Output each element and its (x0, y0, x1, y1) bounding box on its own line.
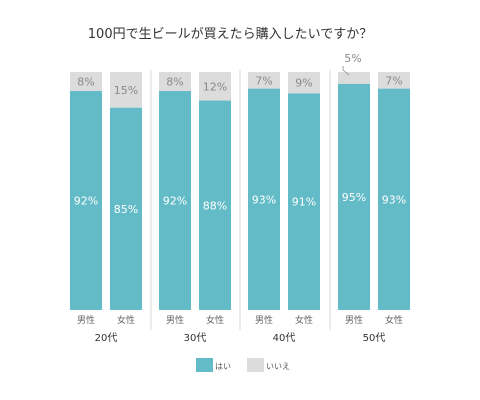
bar-yes-50代-男性 (338, 83, 370, 311)
bar-yes-20代-女性 (110, 107, 142, 310)
label-yes-20代-男性: 92% (74, 195, 98, 208)
bar-no-20代-男性 (70, 72, 102, 92)
gender-label-40代-女性: 女性 (295, 314, 313, 326)
label-yes-50代-女性: 93% (382, 193, 406, 206)
label-yes-30代-男性: 92% (163, 195, 187, 208)
group-label-50代: 50代 (363, 332, 386, 344)
bar-yes-40代-女性 (288, 93, 320, 310)
labels-layer: 92% 8% 男性 85% 15% 女性 20代 92% 8% 男性 88% 12% 女性 30代 93% 7… (74, 52, 406, 344)
bar-yes-40代-男性 (248, 88, 280, 310)
label-no-40代-男性: 7% (255, 74, 272, 87)
leader-line-50代-男性 (342, 66, 350, 76)
label-yes-30代-女性: 88% (203, 199, 227, 212)
bar-yes-30代-男性 (159, 91, 191, 310)
bar-no-30代-女性 (199, 72, 231, 101)
gender-label-20代-女性: 女性 (117, 314, 135, 326)
bar-no-20代-女性 (110, 72, 142, 108)
legend-label-いいえ: いいえ (266, 362, 290, 371)
group-label-30代: 30代 (184, 332, 207, 344)
bar-no-30代-男性 (159, 72, 191, 92)
label-no-50代-男性: 5% (344, 52, 361, 65)
bar-no-40代-女性 (288, 72, 320, 94)
bars-layer (70, 72, 410, 311)
legend-swatch-はい (196, 358, 213, 372)
group-label-20代: 20代 (95, 332, 118, 344)
legend: はい いいえ (196, 358, 290, 372)
gender-label-50代-女性: 女性 (385, 314, 403, 326)
legend-swatch-いいえ (247, 358, 264, 372)
gender-label-50代-男性: 男性 (345, 314, 363, 326)
label-no-40代-女性: 9% (295, 77, 312, 90)
bar-yes-50代-女性 (378, 88, 410, 310)
gender-label-20代-男性: 男性 (77, 314, 95, 326)
bar-no-50代-女性 (378, 72, 410, 89)
gender-label-30代-男性: 男性 (166, 314, 184, 326)
label-yes-40代-女性: 91% (292, 196, 316, 209)
bar-no-50代-男性 (338, 72, 370, 84)
label-yes-20代-女性: 85% (114, 203, 138, 216)
label-no-20代-男性: 8% (77, 76, 94, 89)
gender-label-30代-女性: 女性 (206, 314, 224, 326)
label-no-30代-男性: 8% (166, 76, 183, 89)
legend-label-はい: はい (215, 362, 231, 371)
label-no-20代-女性: 15% (114, 84, 138, 97)
label-no-50代-女性: 7% (385, 74, 402, 87)
bar-no-40代-男性 (248, 72, 280, 89)
label-yes-40代-男性: 93% (252, 193, 276, 206)
gender-label-40代-男性: 男性 (255, 314, 273, 326)
bar-yes-30代-女性 (199, 100, 231, 310)
label-no-30代-女性: 12% (203, 80, 227, 93)
group-label-40代: 40代 (273, 332, 296, 344)
group-separators (150, 70, 331, 330)
label-yes-50代-男性: 95% (342, 191, 366, 204)
bar-yes-20代-男性 (70, 91, 102, 310)
chart-title: 100円で生ビールが買えたら購入したいですか？ (88, 27, 372, 42)
